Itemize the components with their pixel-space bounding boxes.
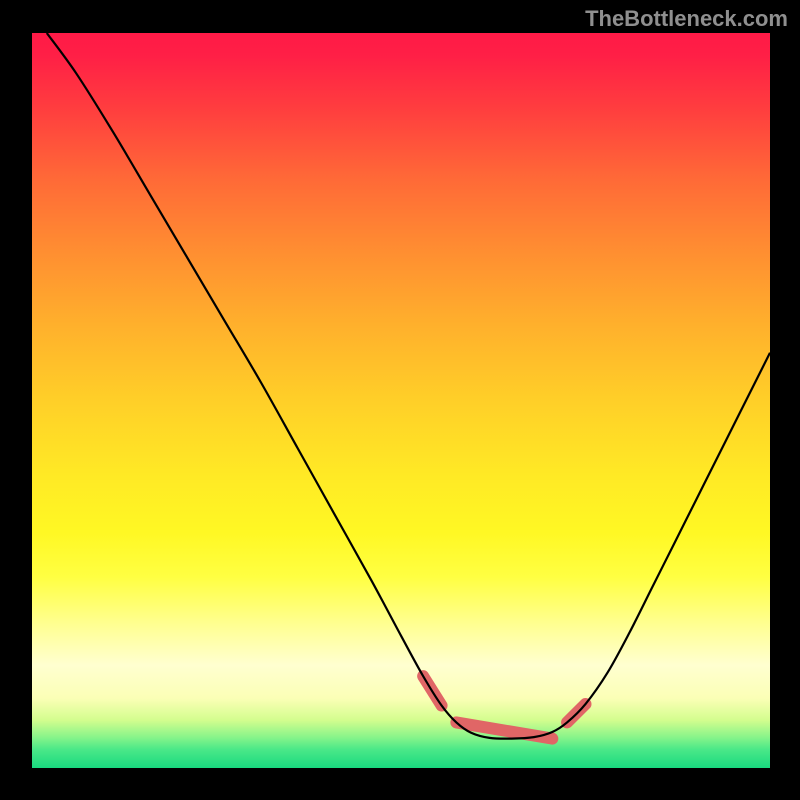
watermark-text: TheBottleneck.com [585, 6, 788, 32]
curve-layer [32, 33, 770, 768]
highlight-band [423, 676, 585, 738]
chart-container: TheBottleneck.com [0, 0, 800, 800]
plot-area [32, 33, 770, 768]
bottleneck-curve [47, 33, 770, 739]
